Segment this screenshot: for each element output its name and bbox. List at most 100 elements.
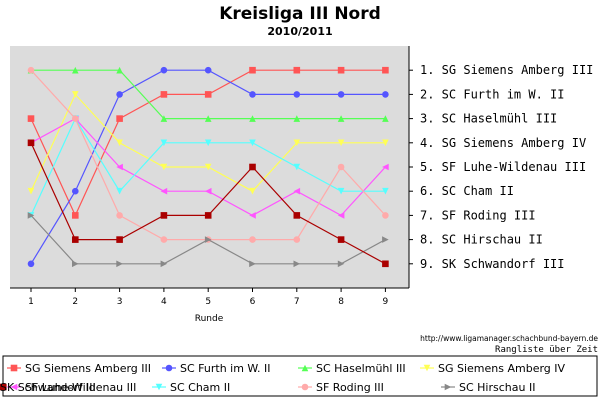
rank-label: 5. SF Luhe-Wildenau III bbox=[420, 160, 586, 174]
data-point bbox=[204, 91, 212, 98]
legend-box bbox=[2, 355, 598, 397]
series-9 bbox=[27, 139, 389, 268]
legend-item: SC Haselmühl III bbox=[298, 362, 406, 375]
data-point bbox=[249, 212, 256, 219]
rank-label: 9. SK Schwandorf III bbox=[420, 257, 565, 271]
legend-item: SF Roding III bbox=[298, 381, 384, 394]
data-point bbox=[249, 139, 256, 147]
x-tick-label: 1 bbox=[28, 297, 34, 307]
legend-marker bbox=[0, 383, 7, 391]
x-tick-label: 6 bbox=[250, 297, 256, 307]
data-point bbox=[160, 163, 168, 171]
data-point bbox=[337, 115, 345, 122]
legend-label: SC Furth im W. II bbox=[180, 362, 271, 375]
data-point bbox=[160, 91, 168, 98]
data-point bbox=[293, 212, 301, 219]
rank-label: 3. SC Haselmühl III bbox=[420, 112, 557, 126]
data-point bbox=[293, 115, 301, 122]
data-point bbox=[337, 91, 345, 98]
data-point bbox=[293, 236, 301, 243]
data-point bbox=[72, 115, 79, 122]
data-point bbox=[27, 260, 35, 268]
legend-item: SC Furth im W. II bbox=[162, 362, 271, 375]
data-point bbox=[27, 212, 35, 219]
data-point bbox=[382, 115, 389, 122]
data-point bbox=[293, 163, 301, 171]
legend-item: SF Luhe-Wildenau III bbox=[7, 381, 136, 394]
x-ticks: 1 2 3 4 5 6 7 8 9 bbox=[28, 288, 389, 307]
data-point bbox=[293, 66, 301, 74]
data-point bbox=[27, 66, 35, 74]
legend-item: SG Siemens Amberg III bbox=[7, 362, 151, 375]
data-point bbox=[382, 91, 389, 98]
data-point bbox=[27, 115, 35, 122]
footer-caption: Rangliste über Zeit bbox=[495, 345, 598, 355]
series-8 bbox=[27, 212, 389, 268]
x-tick-label: 3 bbox=[117, 297, 123, 307]
data-point bbox=[293, 91, 301, 98]
data-point bbox=[249, 66, 256, 74]
data-point bbox=[204, 139, 212, 147]
legend-item: SC Hirschau II bbox=[441, 381, 535, 394]
x-tick-label: 5 bbox=[205, 297, 211, 307]
legend-item: SC Cham II bbox=[152, 381, 230, 394]
legend-label: SG Siemens Amberg IV bbox=[438, 362, 566, 375]
legend-label: SG Siemens Amberg III bbox=[25, 362, 151, 375]
legend-label: SC Haselmühl III bbox=[316, 362, 406, 375]
rank-label: 1. SG Siemens Amberg III bbox=[420, 63, 593, 77]
data-point bbox=[116, 187, 123, 195]
legend-label: SF Luhe-Wildenau III bbox=[25, 381, 136, 394]
data-point bbox=[72, 91, 79, 98]
legend-marker bbox=[10, 383, 18, 391]
rank-labels: 1. SG Siemens Amberg III 2. SC Furth im W… bbox=[409, 63, 593, 271]
x-tick-label: 4 bbox=[161, 297, 167, 307]
data-point bbox=[204, 115, 212, 122]
legend-label: SC Hirschau II bbox=[459, 381, 535, 394]
data-point bbox=[160, 66, 168, 74]
data-point bbox=[337, 187, 345, 195]
data-point bbox=[382, 236, 389, 243]
data-point bbox=[160, 236, 168, 243]
data-point bbox=[382, 187, 389, 195]
data-point bbox=[72, 66, 79, 74]
data-point bbox=[116, 91, 123, 98]
data-point bbox=[27, 187, 35, 195]
data-point bbox=[72, 187, 79, 195]
data-point bbox=[204, 212, 212, 219]
data-point bbox=[204, 236, 212, 243]
legend-label: SK Schwandorf III bbox=[0, 381, 96, 394]
x-tick-label: 7 bbox=[294, 297, 300, 307]
data-point bbox=[116, 139, 123, 147]
data-point bbox=[293, 139, 301, 147]
data-point bbox=[160, 139, 168, 147]
data-point bbox=[160, 260, 168, 268]
data-point bbox=[249, 236, 256, 243]
data-point bbox=[160, 212, 168, 219]
data-point bbox=[382, 212, 389, 219]
legend-label: SC Cham II bbox=[170, 381, 230, 394]
data-point bbox=[116, 66, 123, 74]
data-point bbox=[204, 66, 212, 74]
series-4 bbox=[27, 91, 389, 195]
data-point bbox=[293, 260, 301, 268]
data-point bbox=[249, 115, 256, 122]
series-layer bbox=[27, 66, 389, 268]
data-point bbox=[337, 212, 345, 219]
legend-item: SG Siemens Amberg IV bbox=[420, 362, 566, 375]
rank-label: 7. SF Roding III bbox=[420, 208, 536, 222]
legend-marker bbox=[155, 383, 163, 391]
rank-label: 2. SC Furth im W. II bbox=[420, 87, 565, 101]
data-point bbox=[249, 91, 256, 98]
legend-marker bbox=[301, 364, 309, 372]
data-point bbox=[337, 260, 345, 268]
data-point bbox=[72, 260, 79, 268]
data-point bbox=[382, 163, 389, 171]
x-tick-label: 9 bbox=[383, 297, 389, 307]
data-point bbox=[249, 163, 256, 171]
data-point bbox=[72, 236, 79, 243]
series-1 bbox=[27, 66, 389, 219]
legend-label: SF Roding III bbox=[316, 381, 384, 394]
data-point bbox=[116, 115, 123, 122]
